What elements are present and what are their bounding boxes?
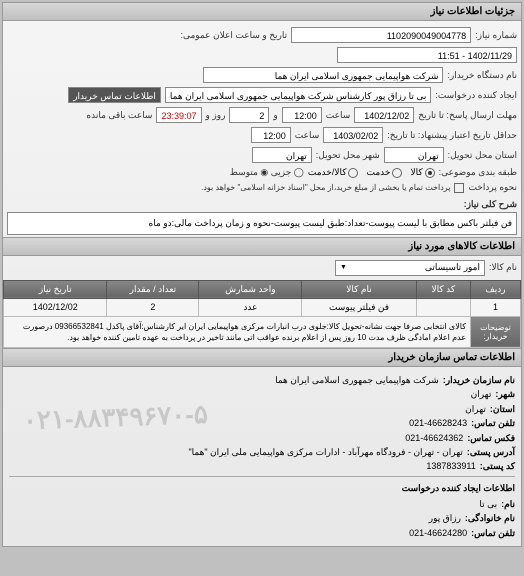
items-table: ردیف کد کالا نام کالا واحد شمارش تعداد /… [3, 280, 521, 348]
fax-k: فکس تماس: [467, 431, 515, 445]
org-name-v: شرکت هواپیمایی جمهوری اسلامی ایران هما [275, 373, 439, 387]
desc-label: شرح کلی نیاز: [464, 199, 517, 210]
radio-icon [348, 168, 358, 178]
deadline-label: مهلت ارسال پاسخ: تا تاریخ [418, 110, 517, 121]
deadline-date-field: 1402/12/02 [354, 107, 414, 123]
lname-k: نام خانوادگی: [465, 511, 515, 525]
buyer-org-label: نام دستگاه خریدار: [447, 70, 517, 81]
budget-radio-khedmat[interactable]: خدمت [366, 167, 402, 178]
table-row[interactable]: 1 فن فیلتر پیوست عدد 2 1402/12/02 [4, 298, 521, 316]
hours-left-field: 23:39:07 [156, 107, 201, 123]
city-label: شهر محل تحویل: [316, 150, 380, 161]
radio-icon [392, 168, 402, 178]
col-date: تاریخ نیاز [4, 280, 107, 298]
phone-v: 021-46628243 [409, 416, 467, 430]
desc-box: فن فیلتر باکس مطابق با لیست پیوست-تعداد:… [7, 212, 517, 235]
radio-icon [425, 168, 435, 178]
combo-value: امور تاسیساتی [425, 262, 480, 273]
city-field: تهران [252, 147, 312, 163]
province-label: استان محل تحویل: [448, 150, 517, 161]
contact-header: اطلاعات تماس سازمان خریدار [3, 348, 521, 367]
name-v: بی تا [479, 497, 497, 511]
contact-section: ۰۲۱-۸۸۳۴۹۶۷۰-۵ نام سازمان خریدار: شرکت هو… [3, 367, 521, 546]
province-field: تهران [384, 147, 444, 163]
province-v: تهران [465, 402, 486, 416]
days-left-field: 2 [229, 107, 269, 123]
payment-checkbox[interactable] [454, 183, 464, 193]
col-name: نام کالا [302, 280, 416, 298]
org-name-k: نام سازمان خریدار: [443, 373, 515, 387]
creator-header: اطلاعات ایجاد کننده درخواست [9, 479, 515, 497]
city-v: تهران [471, 387, 492, 401]
budget-type-label: طبقه بندی موضوعی: [439, 167, 517, 178]
budget-radio-group: کالا خدمت کالا/خدمت [308, 167, 435, 178]
notes-content: کالای انتخابی صرفا جهت نشانه-تحویل کالا:… [4, 316, 471, 347]
separator [9, 476, 515, 477]
budget-radio-both[interactable]: کالا/خدمت [308, 167, 359, 178]
chevron-down-icon: ▼ [340, 264, 347, 271]
size-indicator: ◯ جزیی ◉ متوسط [230, 167, 304, 178]
addr-v: تهران - تهران - فرودگاه مهرآباد - ادارات… [188, 445, 462, 459]
cphone-k: تلفن تماس: [471, 526, 515, 540]
form-area: شماره نیاز: 1102090049004778 تاریخ و ساع… [3, 21, 521, 199]
col-row: ردیف [471, 280, 521, 298]
watermark: ۰۲۱-۸۸۳۴۹۶۷۰-۵ [22, 394, 208, 442]
name-k: نام: [501, 497, 515, 511]
phone-k: تلفن تماس: [471, 416, 515, 430]
time-label-1: ساعت [326, 110, 351, 121]
panel-title: جزئیات اطلاعات نیاز [3, 3, 521, 21]
lname-v: رزاق پور [429, 511, 461, 525]
col-code: کد کالا [416, 280, 470, 298]
payment-label: نحوه پرداخت [468, 182, 517, 193]
budget-radio-kala[interactable]: کالا [410, 167, 434, 178]
validity-label: حداقل تاریخ اعتبار پیشنهاد: تا تاریخ: [387, 130, 517, 141]
deadline-time-field: 12:00 [282, 107, 322, 123]
addr-k: آدرس پستی: [467, 445, 515, 459]
announce-label: تاریخ و ساعت اعلان عمومی: [180, 30, 287, 41]
request-no-field: 1102090049004778 [291, 27, 471, 43]
time-label-2: ساعت [295, 130, 320, 141]
and-label: و [273, 110, 277, 121]
buyer-org-field: شرکت هواپیمایی جمهوری اسلامی ایران هما [203, 67, 443, 83]
announce-field: 1402/11/29 - 11:51 [337, 47, 517, 63]
days-unit: روز و [206, 110, 226, 121]
validity-date-field: 1403/02/02 [323, 127, 383, 143]
items-header: اطلاعات کالاهای مورد نیاز [3, 237, 521, 256]
notes-label: توضیحات خریدار: [471, 316, 521, 347]
request-no-label: شماره نیاز: [475, 30, 517, 41]
item-category-combo[interactable]: امور تاسیساتی ▼ [335, 260, 485, 276]
city-k: شهر: [495, 387, 515, 401]
payment-note: پرداخت تمام یا بخشی از مبلغ خرید،از محل … [201, 183, 450, 192]
requester-label: ایجاد کننده درخواست: [435, 90, 517, 101]
combo-label: نام کالا: [489, 262, 517, 273]
buyer-contact-button[interactable]: اطلاعات تماس خریدار [68, 87, 161, 103]
main-panel: جزئیات اطلاعات نیاز شماره نیاز: 11020900… [2, 2, 522, 547]
cphone-v: 021-46624280 [409, 526, 467, 540]
fax-v: 021-46624362 [405, 431, 463, 445]
province-k: استان: [490, 402, 515, 416]
postal-v: 1387833911 [426, 459, 475, 473]
validity-time-field: 12:00 [251, 127, 291, 143]
col-unit: واحد شمارش [199, 280, 302, 298]
col-qty: تعداد / مقدار [107, 280, 199, 298]
requester-field: بی تا رزاق پور کارشناس شرکت هواپیمایی جم… [165, 87, 431, 103]
postal-k: کد پستی: [480, 459, 515, 473]
notes-row: توضیحات خریدار: کالای انتخابی صرفا جهت ن… [4, 316, 521, 347]
hours-unit: ساعت باقی مانده [86, 110, 152, 121]
